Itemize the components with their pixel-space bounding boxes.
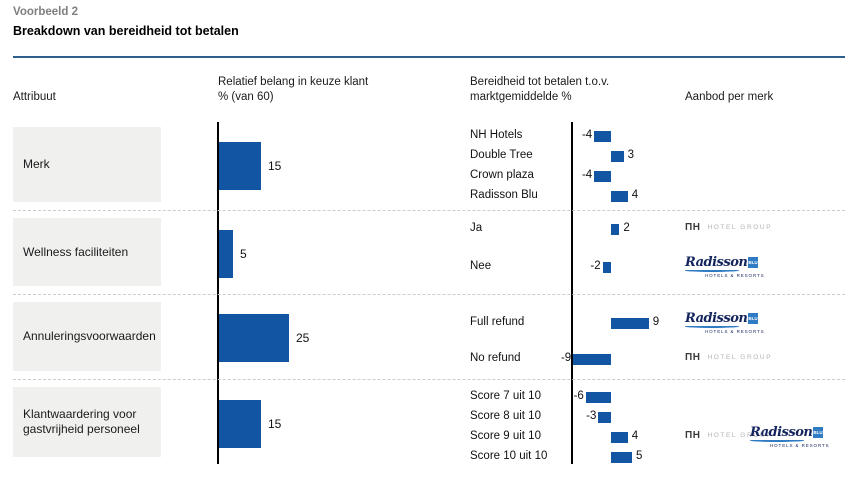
attribute-label: Merk xyxy=(23,157,50,171)
wtp-value: 5 xyxy=(636,450,643,462)
page-title: Breakdown van bereidheid tot betalen xyxy=(13,24,239,38)
row-separator xyxy=(13,379,845,380)
wtp-value: -4 xyxy=(581,129,593,141)
header-rule xyxy=(13,56,845,58)
level-label: Double Tree xyxy=(470,149,533,161)
attribute-cell: Merk xyxy=(13,127,161,202)
nh-logo-wordmark: HOTEL GROUP xyxy=(707,432,773,439)
importance-value: 15 xyxy=(268,416,282,431)
radisson-swoosh xyxy=(685,269,739,272)
wtp-bar xyxy=(611,432,628,443)
wtp-bar xyxy=(611,151,624,162)
level-label: NH Hotels xyxy=(470,129,523,141)
wtp-value: -4 xyxy=(581,169,593,181)
example-label: Voorbeeld 2 xyxy=(13,6,78,18)
wtp-value: -9 xyxy=(560,352,572,364)
importance-bar xyxy=(219,399,261,448)
level-label: Nee xyxy=(470,260,492,272)
wtp-bar xyxy=(602,262,611,273)
wtp-value: -2 xyxy=(590,260,601,272)
wtp-value: 4 xyxy=(631,189,639,201)
level-label: Score 7 uit 10 xyxy=(470,390,541,402)
radisson-blu-logo: Radisson BLU HOTELS & RESORTS xyxy=(750,425,830,448)
importance-axis-line xyxy=(217,122,219,464)
radisson-blu-badge: BLU xyxy=(813,427,823,438)
radisson-blu-badge: BLU xyxy=(748,257,758,268)
radisson-swoosh xyxy=(685,325,739,328)
radisson-blu-logo: Radisson BLU HOTELS & RESORTS xyxy=(685,255,765,278)
level-label: Ja xyxy=(470,222,483,234)
wtp-bar xyxy=(611,224,620,235)
nh-logo-wordmark: HOTEL GROUP xyxy=(707,354,773,361)
radisson-logo-top: Radisson BLU xyxy=(750,425,823,440)
radisson-sub-text: HOTELS & RESORTS xyxy=(705,273,765,278)
wtp-value: 4 xyxy=(631,430,639,442)
level-label: Full refund xyxy=(470,316,525,328)
level-label: Radisson Blu xyxy=(470,189,538,201)
attribute-label: Annuleringsvoorwaarden xyxy=(23,329,156,343)
level-label: Score 8 uit 10 xyxy=(470,410,541,422)
wtp-bar xyxy=(598,412,611,423)
importance-bar xyxy=(219,229,233,278)
radisson-logo-top: Radisson BLU xyxy=(685,311,758,326)
row-separator xyxy=(13,294,845,295)
level-label: Score 10 uit 10 xyxy=(470,450,548,462)
importance-value: 25 xyxy=(296,331,310,345)
column-header-wtp: Bereidheid tot betalen t.o.v. marktgemid… xyxy=(470,76,610,103)
radisson-blu-logo: Radisson BLU HOTELS & RESORTS xyxy=(685,311,765,334)
radisson-script-text: Radisson xyxy=(685,255,748,270)
importance-value: 5 xyxy=(240,246,247,261)
attribute-cell: Annuleringsvoorwaarden xyxy=(13,302,161,371)
nh-logo-mark: ΠH xyxy=(685,222,701,233)
wtp-value: 2 xyxy=(623,222,630,234)
row-separator xyxy=(13,210,845,211)
attribute-cell: Wellness faciliteiten xyxy=(13,218,161,286)
radisson-logo-top: Radisson BLU xyxy=(685,255,758,270)
radisson-swoosh xyxy=(750,439,804,442)
nh-hotel-group-logo: ΠH HOTEL GROUP xyxy=(685,222,772,233)
nh-hotel-group-logo: ΠH HOTEL GROUP xyxy=(685,430,772,441)
wtp-bar xyxy=(585,392,611,403)
nh-hotel-group-logo: ΠH HOTEL GROUP xyxy=(685,352,772,363)
radisson-sub-text: HOTELS & RESORTS xyxy=(770,443,830,448)
level-label: Score 9 uit 10 xyxy=(470,430,541,442)
column-header-importance: Relatief belang in keuze klant % (van 60… xyxy=(218,76,369,103)
radisson-script-text: Radisson xyxy=(750,425,813,440)
radisson-script-text: Radisson xyxy=(685,311,748,326)
wtp-bar xyxy=(594,131,611,142)
wtp-value: 9 xyxy=(652,316,660,328)
importance-bar xyxy=(219,142,261,190)
nh-logo-mark: ΠH xyxy=(685,430,701,441)
wtp-axis-line xyxy=(571,122,573,464)
wtp-bar xyxy=(611,191,628,202)
importance-value: 15 xyxy=(268,159,282,173)
nh-logo-wordmark: HOTEL GROUP xyxy=(707,224,773,231)
nh-logo-mark: ΠH xyxy=(685,352,701,363)
radisson-sub-text: HOTELS & RESORTS xyxy=(705,329,765,334)
attribute-label: Klantwaardering voor gastvrijheid person… xyxy=(23,407,140,436)
wtp-bar xyxy=(611,452,632,463)
wtp-value: -3 xyxy=(586,410,597,422)
level-label: Crown plaza xyxy=(470,169,534,181)
level-label: No refund xyxy=(470,352,521,364)
wtp-value: 3 xyxy=(627,149,634,161)
wtp-value: -6 xyxy=(573,390,584,402)
attribute-cell: Klantwaardering voor gastvrijheid person… xyxy=(13,387,161,457)
wtp-bar xyxy=(594,171,611,182)
column-header-attribute: Attribuut xyxy=(13,91,56,103)
column-header-brands: Aanbod per merk xyxy=(685,91,774,103)
wtp-bar xyxy=(611,318,649,329)
wtp-bar xyxy=(573,354,611,365)
attribute-label: Wellness faciliteiten xyxy=(23,244,129,259)
importance-bar xyxy=(219,314,289,362)
radisson-blu-badge: BLU xyxy=(748,313,758,324)
